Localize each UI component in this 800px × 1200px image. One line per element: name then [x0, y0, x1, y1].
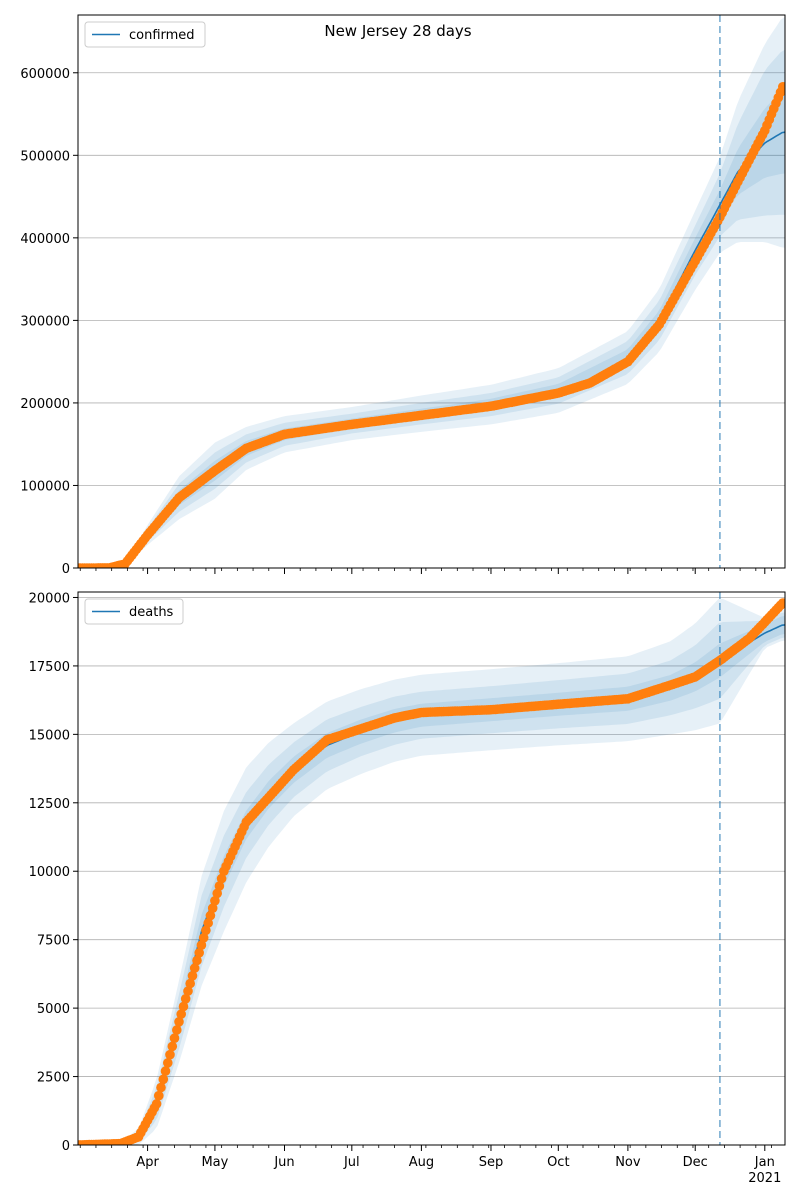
- observed-point: [778, 82, 785, 92]
- observed-point: [198, 933, 209, 943]
- observed-point: [189, 963, 200, 973]
- uncertainty-band: [78, 598, 785, 1145]
- observed-markers: [78, 598, 785, 1145]
- observed-point: [163, 1058, 173, 1068]
- observed-point: [196, 940, 207, 950]
- y-tick-label: 200000: [20, 397, 70, 412]
- axes-frame: [77, 14, 786, 569]
- legend-box: [84, 21, 206, 48]
- y-tick-label: 500000: [20, 149, 70, 164]
- observed-point: [778, 598, 785, 608]
- observed-point: [210, 896, 220, 906]
- x-tick-label: Sep: [479, 1155, 504, 1170]
- deaths-plot-area: [78, 597, 785, 1145]
- y-tick-label: 5000: [37, 1002, 70, 1017]
- x-tick-label: Aug: [409, 1155, 434, 1170]
- observed-point: [201, 925, 211, 936]
- x-tick-label: Jun: [273, 1155, 294, 1170]
- legend-box: [84, 598, 184, 625]
- y-tick-label: 100000: [20, 479, 70, 494]
- legend-label: confirmed: [129, 28, 195, 43]
- observed-point: [203, 918, 213, 928]
- x-tick-label: Jan: [754, 1155, 775, 1170]
- y-tick-label: 20000: [29, 591, 70, 606]
- y-tick-label: 15000: [29, 728, 70, 743]
- observed-point: [212, 888, 222, 899]
- observed-point: [183, 986, 193, 996]
- x-tick-label: Nov: [615, 1155, 641, 1170]
- observed-point: [185, 978, 195, 989]
- observed-point: [160, 1066, 171, 1076]
- x-tick-label: Dec: [683, 1155, 708, 1170]
- y-tick-label: 2500: [37, 1071, 70, 1086]
- legend: confirmed: [84, 21, 206, 48]
- observed-point: [174, 1017, 184, 1027]
- observed-point: [207, 903, 218, 913]
- observed-point: [167, 1041, 178, 1052]
- observed-point: [214, 881, 225, 891]
- observed-point: [192, 955, 202, 966]
- uncertainty-band: [78, 16, 785, 568]
- y-tick-label: 0: [62, 1139, 70, 1154]
- y-tick-label: 600000: [20, 67, 70, 82]
- y-tick-label: 10000: [29, 865, 70, 880]
- deaths-panel: 0 2500 5000 7500 10000 12500 15000 17500 20000 Ap…: [29, 591, 786, 1186]
- uncertainty-band: [78, 49, 785, 568]
- observed-point: [176, 1009, 186, 1019]
- y-tick-label: 12500: [29, 797, 70, 812]
- observed-point: [187, 971, 198, 981]
- observed-point: [165, 1049, 175, 1060]
- legend-label: deaths: [129, 605, 174, 620]
- axes-frame: [77, 591, 786, 1146]
- x-tick-label: Oct: [547, 1155, 569, 1170]
- x-tick-label: Apr: [136, 1155, 159, 1170]
- observed-point: [156, 1082, 166, 1093]
- observed-markers: [78, 82, 785, 568]
- x-tick-label: May: [201, 1155, 228, 1170]
- figure-title: New Jersey 28 days: [324, 22, 471, 40]
- observed-point: [158, 1074, 169, 1085]
- legend: deaths: [84, 598, 184, 625]
- y-tick-label: 400000: [20, 232, 70, 247]
- observed-point: [205, 910, 216, 921]
- observed-point: [154, 1090, 164, 1101]
- y-tick-label: 17500: [29, 660, 70, 675]
- x-year-label: 2021: [748, 1171, 781, 1186]
- confirmed-panel: 0 100000 200000 300000 400000 500000 600000 con…: [20, 14, 786, 577]
- x-tick-label: Jul: [343, 1155, 360, 1170]
- observed-point: [178, 1001, 189, 1012]
- y-tick-label: 300000: [20, 314, 70, 329]
- observed-point: [172, 1025, 182, 1035]
- observed-point: [169, 1033, 180, 1043]
- y-tick-label: 7500: [37, 934, 70, 949]
- y-tick-label: 0: [62, 562, 70, 577]
- confirmed-plot-area: [78, 16, 785, 568]
- observed-point: [180, 994, 191, 1004]
- observed-point: [194, 948, 204, 958]
- observed-point: [216, 873, 227, 884]
- observed-point: [151, 1099, 162, 1109]
